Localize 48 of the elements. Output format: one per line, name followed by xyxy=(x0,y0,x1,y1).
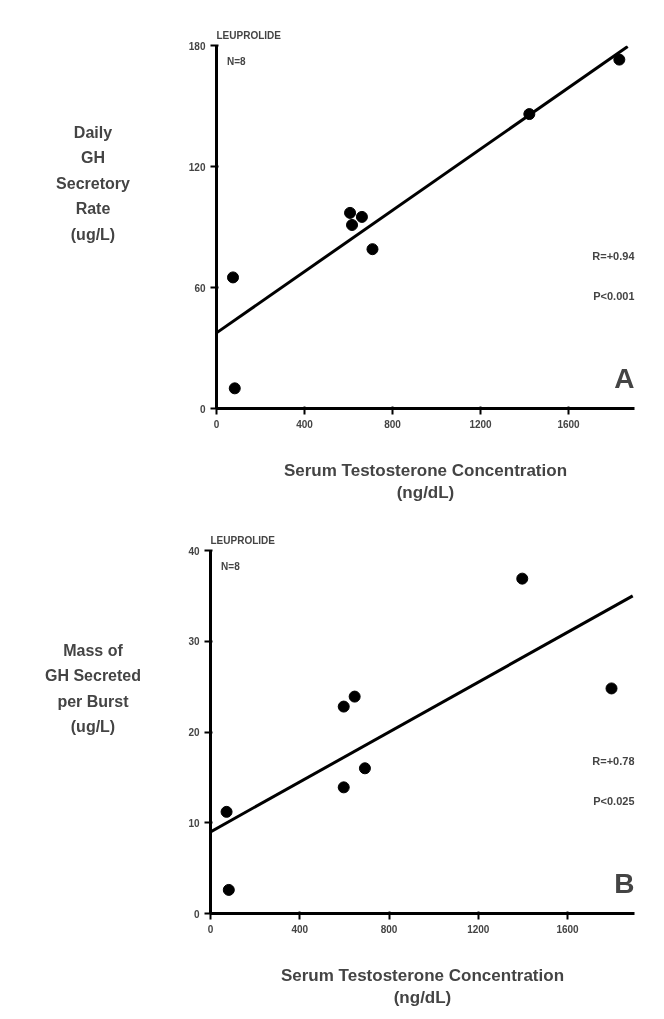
y-tick-label: 60 xyxy=(194,282,206,294)
x-tick-label: 800 xyxy=(384,418,402,430)
point xyxy=(346,218,359,231)
y-tick-label: 0 xyxy=(193,908,200,920)
point xyxy=(366,243,379,256)
point xyxy=(613,53,626,66)
y-tick-label: 30 xyxy=(188,636,200,648)
point xyxy=(220,805,233,818)
chart-title: LEUPROLIDE xyxy=(216,29,282,41)
x-tick-label: 0 xyxy=(207,923,214,935)
y-axis-title: Mass of GH Secreted per Burst (ug/L) xyxy=(44,641,142,736)
point xyxy=(337,700,350,713)
x-axis-title: Serum Testosterone Concentration (ng/dL) xyxy=(280,965,565,1008)
x-tick-label: 800 xyxy=(380,923,398,935)
x-tick-label: 400 xyxy=(291,923,309,935)
annotation: P<0.001 xyxy=(593,289,635,302)
annotation: N=8 xyxy=(226,56,247,68)
x-tick-label: 1600 xyxy=(556,923,580,935)
annotation: P<0.025 xyxy=(593,794,635,807)
y-tick-label: 120 xyxy=(188,161,206,173)
x-tick-label: 1600 xyxy=(557,418,581,430)
annotation: A xyxy=(614,362,635,394)
y-tick-label: 10 xyxy=(188,817,200,829)
y-tick-label: 40 xyxy=(188,545,200,557)
chart-title: LEUPROLIDE xyxy=(210,534,276,546)
point xyxy=(358,762,371,775)
point xyxy=(227,271,239,284)
x-tick-label: 1200 xyxy=(469,418,493,430)
point xyxy=(228,382,241,395)
annotation: N=8 xyxy=(221,561,241,573)
point xyxy=(355,210,368,223)
y-tick-label: 20 xyxy=(188,727,200,738)
point xyxy=(344,206,357,219)
x-tick-label: 1200 xyxy=(467,923,490,935)
y-tick-label: 180 xyxy=(188,40,206,52)
x-tick-label: 400 xyxy=(296,418,314,430)
annotation: R=+0.94 xyxy=(592,250,636,263)
point xyxy=(605,682,618,695)
y-axis-title: Daily GH Secretory Rate (ug/L) xyxy=(56,123,131,243)
point xyxy=(516,572,529,585)
y-tick-label: 0 xyxy=(199,403,206,415)
x-tick-label: 0 xyxy=(213,418,220,430)
point xyxy=(337,781,350,794)
x-axis-title: Serum Testosterone Concentration (ng/dL) xyxy=(283,460,568,503)
point xyxy=(222,883,235,896)
point xyxy=(348,690,361,703)
annotation: R=+0.78 xyxy=(592,755,635,768)
annotation: B xyxy=(614,867,635,899)
